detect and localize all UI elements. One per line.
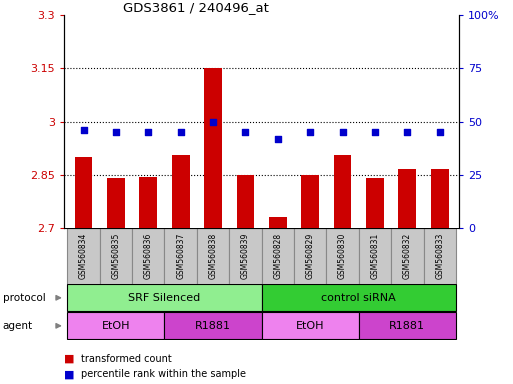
Bar bbox=[359, 228, 391, 284]
Text: GDS3861 / 240496_at: GDS3861 / 240496_at bbox=[123, 1, 269, 14]
Bar bbox=[269, 217, 287, 228]
Bar bbox=[75, 157, 92, 228]
Text: ■: ■ bbox=[64, 354, 74, 364]
Bar bbox=[262, 228, 294, 284]
Bar bbox=[100, 228, 132, 284]
Point bbox=[176, 129, 185, 135]
Bar bbox=[165, 228, 197, 284]
Bar bbox=[67, 228, 100, 284]
Bar bbox=[67, 312, 165, 339]
Bar bbox=[262, 284, 456, 311]
Bar bbox=[359, 312, 456, 339]
Bar bbox=[197, 228, 229, 284]
Text: GSM560830: GSM560830 bbox=[338, 233, 347, 279]
Text: GSM560831: GSM560831 bbox=[370, 233, 380, 279]
Point bbox=[306, 129, 314, 135]
Bar bbox=[431, 169, 448, 228]
Text: control siRNA: control siRNA bbox=[321, 293, 396, 303]
Point bbox=[241, 129, 249, 135]
Bar bbox=[204, 68, 222, 228]
Bar bbox=[301, 175, 319, 228]
Text: protocol: protocol bbox=[3, 293, 45, 303]
Text: R1881: R1881 bbox=[195, 321, 231, 331]
Bar bbox=[132, 228, 165, 284]
Text: GSM560839: GSM560839 bbox=[241, 233, 250, 279]
Bar bbox=[140, 177, 157, 228]
Bar bbox=[172, 155, 190, 228]
Bar bbox=[366, 179, 384, 228]
Bar bbox=[107, 179, 125, 228]
Text: GSM560835: GSM560835 bbox=[111, 233, 121, 279]
Point bbox=[144, 129, 152, 135]
Bar bbox=[391, 228, 424, 284]
Text: GSM560832: GSM560832 bbox=[403, 233, 412, 279]
Text: GSM560837: GSM560837 bbox=[176, 233, 185, 279]
Bar bbox=[326, 228, 359, 284]
Text: EtOH: EtOH bbox=[296, 321, 324, 331]
Text: EtOH: EtOH bbox=[102, 321, 130, 331]
Text: GSM560838: GSM560838 bbox=[209, 233, 218, 279]
Text: GSM560833: GSM560833 bbox=[435, 233, 444, 279]
Text: GSM560829: GSM560829 bbox=[306, 233, 314, 279]
Bar bbox=[236, 175, 254, 228]
Bar bbox=[165, 312, 262, 339]
Bar bbox=[424, 228, 456, 284]
Bar bbox=[67, 284, 262, 311]
Text: GSM560834: GSM560834 bbox=[79, 233, 88, 279]
Text: ■: ■ bbox=[64, 369, 74, 379]
Bar bbox=[294, 228, 326, 284]
Point bbox=[339, 129, 347, 135]
Point bbox=[371, 129, 379, 135]
Text: transformed count: transformed count bbox=[81, 354, 171, 364]
Bar bbox=[333, 155, 351, 228]
Point bbox=[80, 127, 88, 133]
Text: percentile rank within the sample: percentile rank within the sample bbox=[81, 369, 246, 379]
Point bbox=[112, 129, 120, 135]
Point bbox=[403, 129, 411, 135]
Point bbox=[209, 119, 217, 125]
Bar bbox=[399, 169, 416, 228]
Text: agent: agent bbox=[3, 321, 33, 331]
Text: SRF Silenced: SRF Silenced bbox=[128, 293, 201, 303]
Bar bbox=[229, 228, 262, 284]
Text: GSM560828: GSM560828 bbox=[273, 233, 282, 279]
Text: GSM560836: GSM560836 bbox=[144, 233, 153, 279]
Bar bbox=[262, 312, 359, 339]
Point bbox=[274, 136, 282, 142]
Text: R1881: R1881 bbox=[389, 321, 425, 331]
Point bbox=[436, 129, 444, 135]
